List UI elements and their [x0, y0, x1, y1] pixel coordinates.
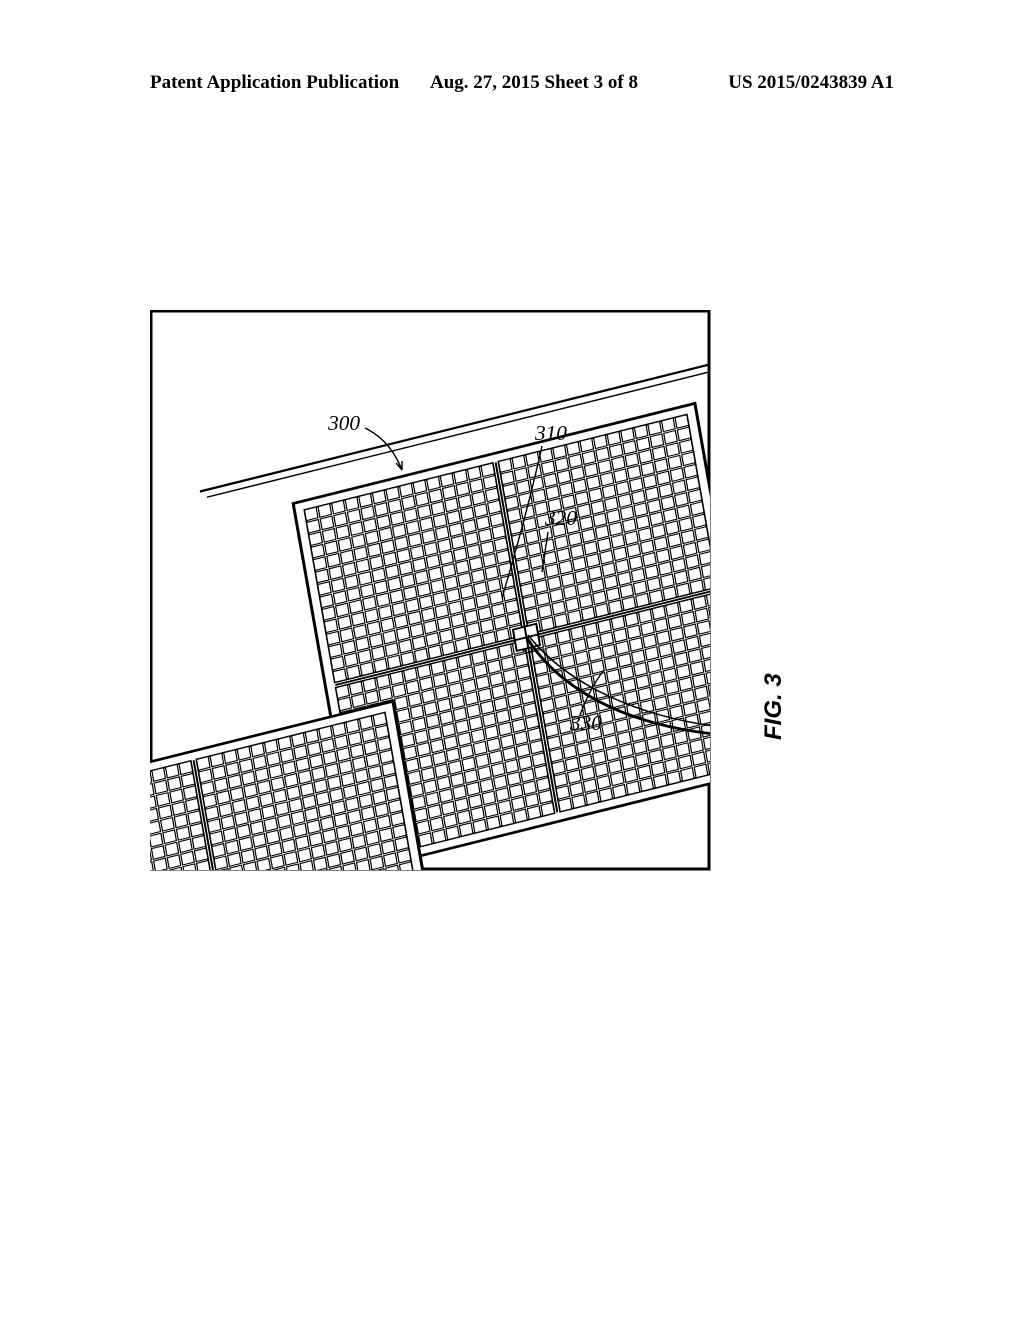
publication-number: US 2015/0243839 A1	[654, 72, 894, 94]
page-header: Patent Application Publication Aug. 27, …	[0, 0, 1024, 94]
publication-type: Patent Application Publication	[150, 72, 414, 94]
figure-caption: FIG. 3	[760, 673, 788, 740]
figure-svg: 300 310 320 330	[150, 310, 880, 910]
svg-text:320: 320	[544, 506, 577, 530]
svg-text:330: 330	[569, 711, 602, 735]
figure-3: 300 310 320 330	[150, 310, 880, 910]
svg-text:310: 310	[534, 421, 567, 445]
svg-text:300: 300	[327, 411, 360, 435]
sheet-info: Aug. 27, 2015 Sheet 3 of 8	[414, 72, 654, 94]
